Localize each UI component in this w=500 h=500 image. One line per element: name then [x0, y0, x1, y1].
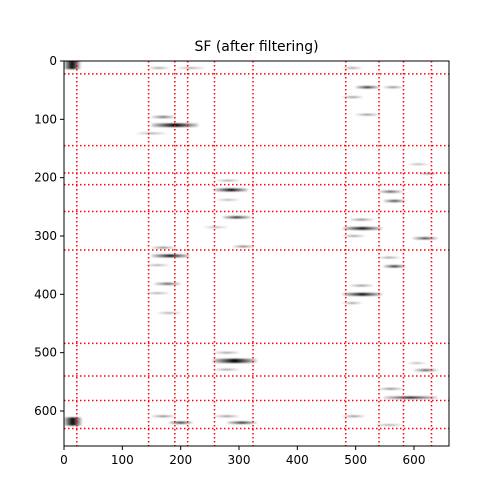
y-tick-label: 500	[34, 346, 57, 360]
heatmap-band	[379, 387, 403, 390]
heatmap-band	[148, 67, 169, 69]
heatmap-band	[349, 284, 374, 287]
y-tick-label: 600	[34, 404, 57, 418]
x-tick-label: 200	[169, 453, 192, 467]
heatmap-band	[342, 96, 363, 99]
partition-lines	[64, 61, 449, 446]
heatmap-band	[379, 256, 400, 259]
heatmap-band	[379, 190, 403, 193]
y-tick-label: 400	[34, 287, 57, 301]
heatmap-band	[216, 179, 239, 182]
heatmap-band	[154, 282, 181, 285]
y-tick-label: 200	[34, 171, 57, 185]
heatmap-band	[177, 67, 204, 69]
heatmap-band	[376, 424, 403, 426]
heatmap-band	[222, 216, 251, 219]
heatmap-band	[342, 226, 382, 230]
heatmap-band	[169, 421, 193, 424]
x-tick-label: 500	[344, 453, 367, 467]
heatmap-band	[233, 245, 254, 248]
plot-frame	[63, 60, 450, 447]
heatmap-band	[145, 292, 169, 295]
heatmap-band	[157, 312, 181, 314]
heatmap-band	[145, 264, 169, 267]
heatmap-band	[414, 369, 438, 372]
x-tick-label: 600	[403, 453, 426, 467]
heatmap-band	[342, 302, 362, 304]
x-tick-label: 100	[111, 453, 134, 467]
heatmap-cells	[64, 61, 438, 426]
plot-background	[64, 61, 449, 446]
heatmap-band	[383, 86, 403, 89]
heatmap-band	[204, 226, 228, 229]
heatmap-band	[342, 235, 365, 237]
heatmap-band	[342, 292, 382, 296]
heatmap-band	[214, 368, 239, 371]
heatmap-band	[227, 421, 257, 424]
y-tick-label: 0	[49, 54, 57, 68]
heatmap-band	[214, 188, 248, 192]
heatmap-band	[214, 351, 239, 354]
heatmap-band	[216, 198, 239, 201]
x-axis: 0 100 200 300 400 500 600	[60, 446, 425, 467]
heatmap-band	[214, 415, 239, 418]
y-tick-label: 100	[34, 112, 57, 126]
y-axis: 0 100 200 300 400 500 600	[34, 54, 64, 418]
heatmap-band	[64, 417, 82, 426]
x-tick-label: 300	[228, 453, 251, 467]
heatmap-band	[136, 132, 167, 135]
heatmap-band	[355, 86, 379, 89]
heatmap-band	[64, 61, 81, 70]
heatmap-band	[151, 115, 175, 119]
heatmap-band	[383, 396, 438, 399]
heatmap-band	[212, 358, 257, 363]
heatmap-band	[383, 199, 406, 203]
y-tick-label: 300	[34, 229, 57, 243]
x-tick-label: 400	[286, 453, 309, 467]
heatmap-band	[349, 218, 374, 221]
heatmap-band	[151, 415, 175, 418]
heatmap-band	[408, 163, 429, 166]
heatmap-band	[342, 415, 365, 418]
heatmap-band	[412, 237, 438, 240]
heatmap-band	[383, 265, 406, 268]
chart-title: SF (after filtering)	[194, 39, 318, 55]
heatmap-band	[408, 362, 426, 365]
heatmap-band	[151, 254, 190, 258]
heatmap-band	[151, 246, 175, 249]
heatmap-band	[355, 113, 379, 116]
heatmap-band	[342, 67, 362, 69]
x-tick-label: 0	[60, 453, 68, 467]
